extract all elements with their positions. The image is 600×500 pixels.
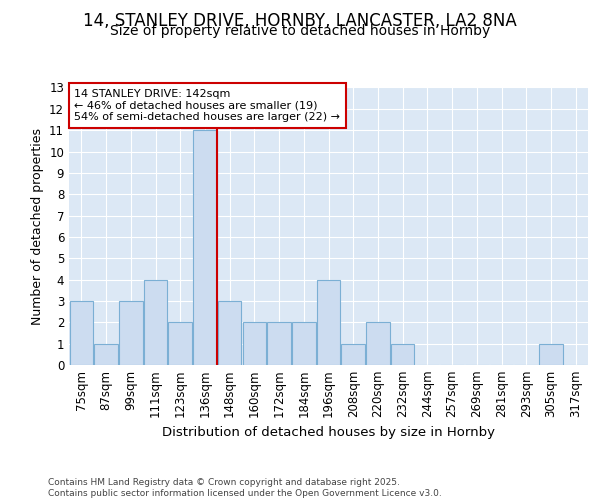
Bar — [242, 322, 266, 365]
Bar — [292, 322, 316, 365]
Text: Contains HM Land Registry data © Crown copyright and database right 2025.
Contai: Contains HM Land Registry data © Crown c… — [48, 478, 442, 498]
Bar — [193, 130, 217, 365]
Text: 14, STANLEY DRIVE, HORNBY, LANCASTER, LA2 8NA: 14, STANLEY DRIVE, HORNBY, LANCASTER, LA… — [83, 12, 517, 30]
X-axis label: Distribution of detached houses by size in Hornby: Distribution of detached houses by size … — [162, 426, 495, 439]
Bar — [317, 280, 340, 365]
Bar — [539, 344, 563, 365]
Bar — [144, 280, 167, 365]
Bar — [169, 322, 192, 365]
Bar — [341, 344, 365, 365]
Y-axis label: Number of detached properties: Number of detached properties — [31, 128, 44, 325]
Bar — [366, 322, 389, 365]
Bar — [70, 301, 93, 365]
Text: 14 STANLEY DRIVE: 142sqm
← 46% of detached houses are smaller (19)
54% of semi-d: 14 STANLEY DRIVE: 142sqm ← 46% of detach… — [74, 89, 340, 122]
Bar — [119, 301, 143, 365]
Bar — [218, 301, 241, 365]
Bar — [268, 322, 291, 365]
Text: Size of property relative to detached houses in Hornby: Size of property relative to detached ho… — [110, 24, 490, 38]
Bar — [94, 344, 118, 365]
Bar — [391, 344, 415, 365]
